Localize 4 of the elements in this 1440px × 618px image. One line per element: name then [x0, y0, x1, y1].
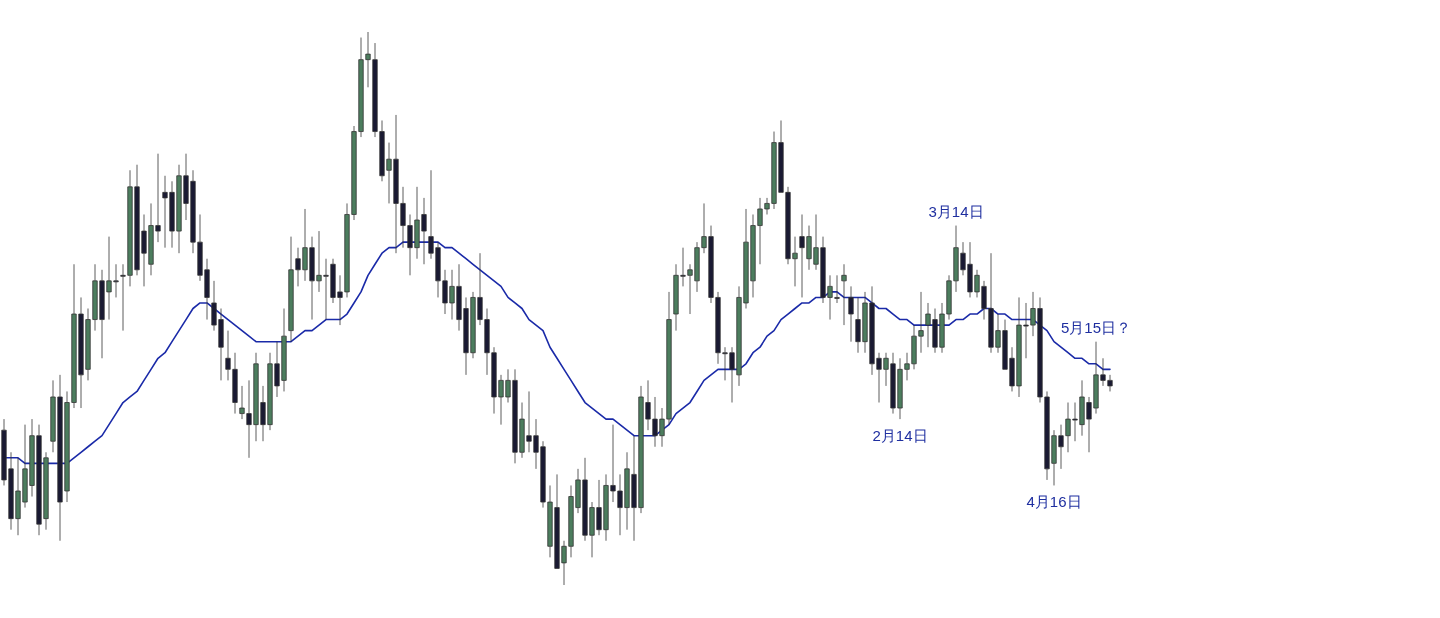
- annotation: 4月16日: [1026, 493, 1082, 511]
- annotation: 3月14日: [928, 202, 984, 220]
- annotation: 5月15日？: [1060, 318, 1132, 336]
- annotation: 2月14日: [872, 427, 928, 445]
